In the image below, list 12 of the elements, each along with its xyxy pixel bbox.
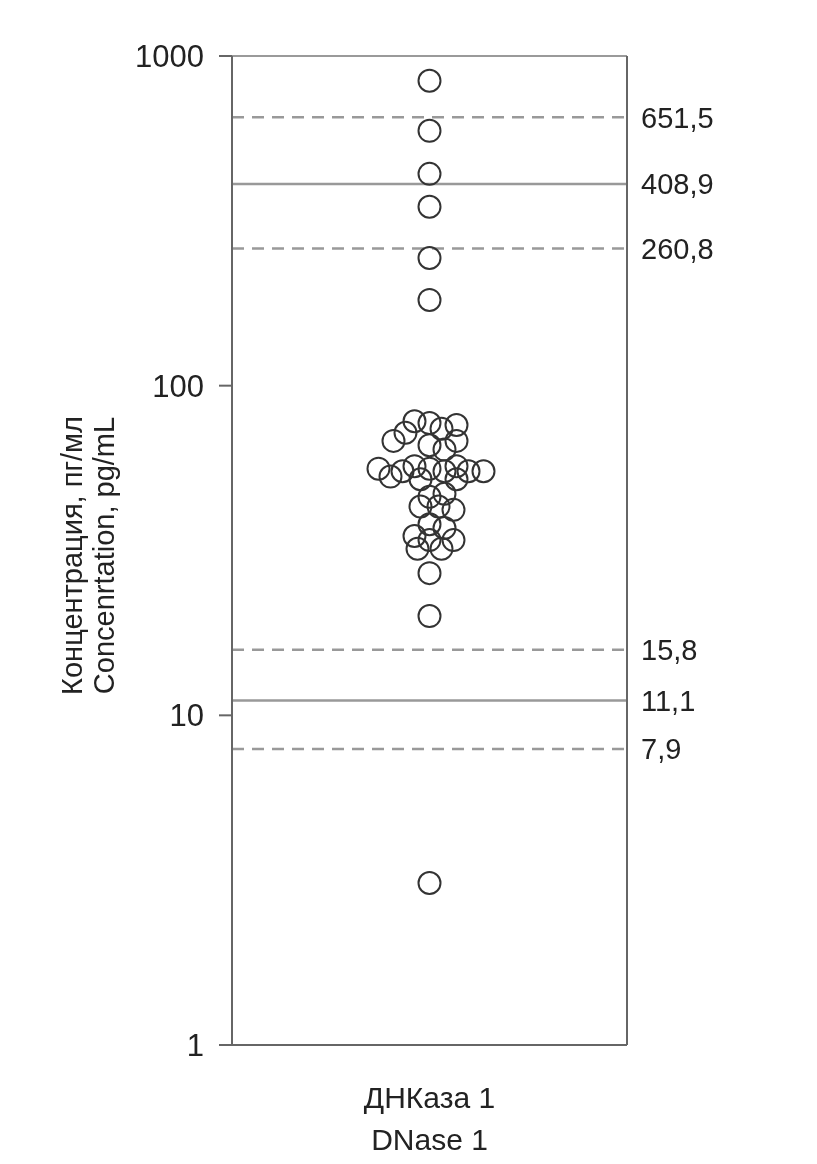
y-tick-label: 10	[169, 698, 204, 734]
ref-line-label: 15,8	[641, 634, 698, 667]
ref-line-label: 7,9	[641, 733, 682, 766]
y-tick-label: 1	[186, 1028, 204, 1064]
ref-line-label: 408,9	[641, 168, 714, 201]
ref-line-label: 651,5	[641, 101, 714, 134]
x-tick-label: ДНКаза 1 DNase 1	[363, 1081, 496, 1156]
y-axis-title: Концентрация, пг/мл Concenrtation, pg/mL	[56, 416, 120, 695]
y-tick-label: 1000	[135, 39, 204, 75]
y-tick-label: 100	[152, 368, 204, 404]
ref-line-label: 11,1	[641, 684, 696, 717]
ref-line-label: 260,8	[641, 232, 714, 265]
